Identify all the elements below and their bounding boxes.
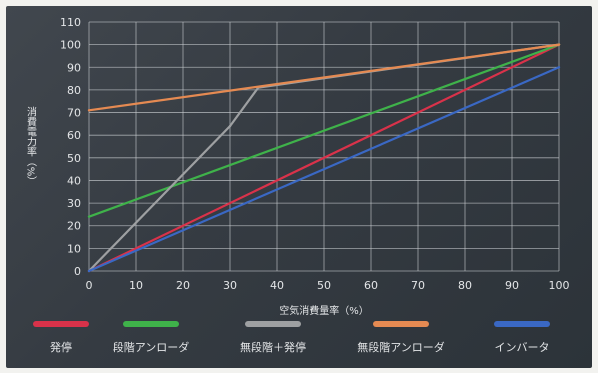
power-consumption-chart: 0 10 20 30 40 50 60 70 80 90 100 110 0 10 20 30 40 50 60 70…	[25, 16, 570, 354]
y-tick-label: 40	[67, 174, 81, 187]
series-point-4	[557, 66, 561, 69]
x-tick-label: 50	[317, 279, 331, 292]
series-point-2	[228, 124, 232, 128]
x-tick-label: 60	[364, 279, 378, 292]
x-tick-label: 30	[223, 279, 237, 292]
legend-swatch-1	[123, 321, 179, 327]
legend-label-3: 無段階アンローダ	[357, 340, 445, 354]
series-point-1	[87, 215, 91, 218]
series-point-3	[87, 109, 91, 112]
legend-swatch-0	[33, 321, 89, 327]
x-tick-label: 20	[176, 279, 190, 292]
legend-label-0: 発停	[50, 340, 72, 354]
legend-swatch-3	[373, 321, 429, 327]
legend-label-2: 無段階＋発停	[240, 340, 306, 354]
y-tick-label: 70	[67, 107, 81, 120]
series-line-0	[88, 43, 560, 272]
y-tick-label: 10	[67, 242, 81, 255]
y-tick-label: 60	[67, 129, 81, 142]
y-tick-label: 20	[67, 220, 81, 233]
series-point-4	[87, 269, 91, 273]
y-axis-title: 消費電力率（%）	[25, 106, 37, 187]
x-tick-label: 90	[505, 279, 519, 292]
y-tick-label: 30	[67, 197, 81, 210]
legend-label-1: 段階アンローダ	[113, 340, 190, 354]
chart-panel: 0 10 20 30 40 50 60 70 80 90 100 110 0 10 20 30 40 50 60 70…	[6, 6, 592, 368]
series-line-4	[88, 66, 560, 273]
legend-label-4: インバータ	[495, 341, 550, 354]
y-tick-label: 110	[60, 16, 81, 29]
x-tick-label: 0	[86, 279, 93, 292]
y-tick-label: 50	[67, 152, 81, 165]
legend-swatch-2	[245, 321, 301, 327]
x-tick-label: 10	[129, 279, 143, 292]
x-tick-label: 70	[411, 279, 425, 292]
y-tick-label: 0	[74, 265, 81, 278]
y-tick-label: 80	[67, 84, 81, 97]
y-tick-label: 100	[60, 39, 81, 52]
legend-swatch-4	[494, 321, 550, 327]
x-tick-label: 40	[270, 279, 284, 292]
series-line-1	[88, 43, 560, 218]
series-line-3	[88, 43, 560, 112]
x-tick-label: 100	[549, 279, 570, 292]
y-tick-label: 90	[67, 61, 81, 74]
x-axis-title: 空気消費量率（%）	[279, 304, 369, 317]
series-point-3	[557, 43, 561, 46]
x-tick-label: 80	[458, 279, 472, 292]
